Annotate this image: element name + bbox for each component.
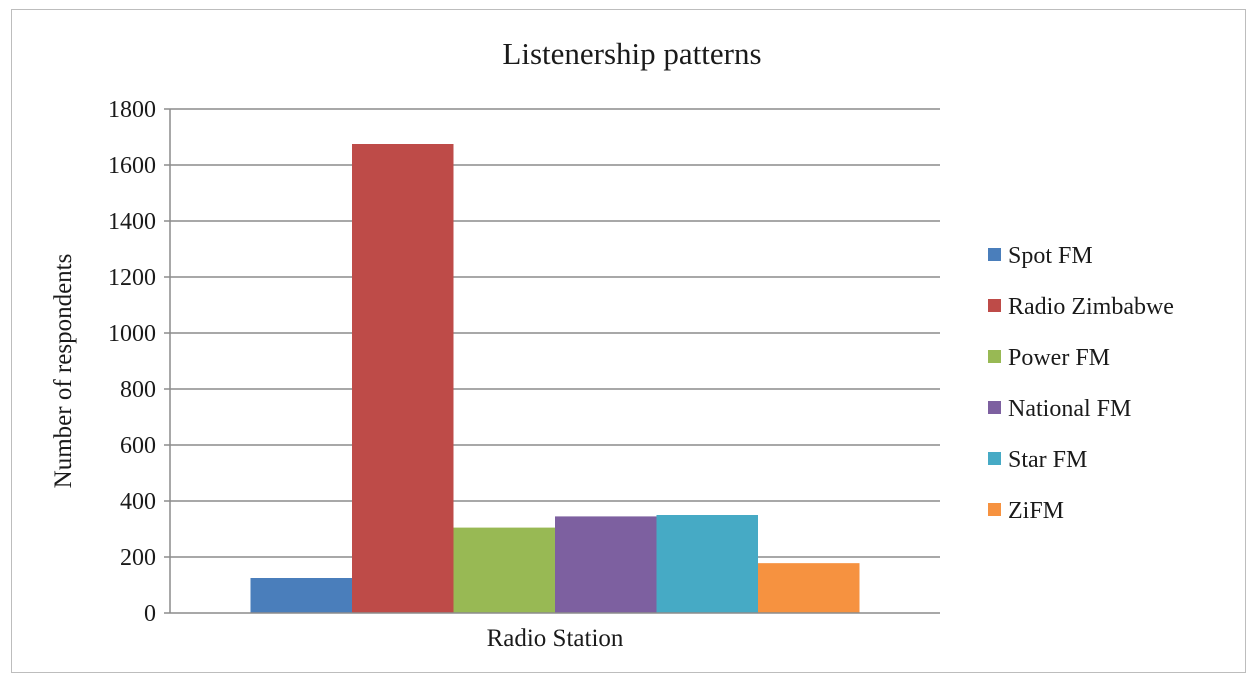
bar-power-fm bbox=[453, 527, 555, 613]
x-category-label: Radio Station bbox=[487, 625, 624, 652]
legend-label: National FM bbox=[1008, 396, 1131, 422]
bar-national-fm bbox=[555, 516, 657, 613]
y-tick-label: 400 bbox=[120, 489, 156, 515]
bar-spot-fm bbox=[250, 578, 352, 613]
y-tick-label: 1600 bbox=[108, 153, 156, 179]
legend-label: Spot FM bbox=[1008, 243, 1093, 269]
y-tick-label: 1200 bbox=[108, 265, 156, 291]
legend-swatch bbox=[988, 452, 1001, 465]
legend-label: Power FM bbox=[1008, 345, 1110, 371]
y-tick-label: 200 bbox=[120, 545, 156, 571]
chart-frame: Listenership patterns 0 200 400 600 800 1000 1… bbox=[11, 9, 1246, 673]
y-axis-label: Number of respondents bbox=[50, 254, 77, 489]
y-tick-label: 0 bbox=[144, 601, 156, 627]
y-tick-label: 800 bbox=[120, 377, 156, 403]
legend-swatch bbox=[988, 350, 1001, 363]
y-axis-ticks: 0 200 400 600 800 1000 1200 1400 1600 1800 bbox=[108, 97, 170, 627]
legend-swatch bbox=[988, 503, 1001, 516]
bar-radio-zimbabwe bbox=[352, 144, 454, 613]
legend-label: ZiFM bbox=[1008, 498, 1064, 524]
y-tick-label: 1000 bbox=[108, 321, 156, 347]
legend-swatch bbox=[988, 299, 1001, 312]
y-tick-label: 1800 bbox=[108, 97, 156, 123]
legend-label: Star FM bbox=[1008, 447, 1087, 473]
chart-title: Listenership patterns bbox=[502, 36, 761, 71]
y-tick-label: 600 bbox=[120, 433, 156, 459]
legend: Spot FM Radio Zimbabwe Power FM National FM… bbox=[988, 243, 1174, 524]
bars bbox=[250, 144, 860, 613]
bar-chart: Listenership patterns 0 200 400 600 800 1000 1… bbox=[50, 36, 1174, 652]
legend-label: Radio Zimbabwe bbox=[1008, 294, 1174, 320]
gridlines bbox=[170, 108, 940, 558]
legend-swatch bbox=[988, 401, 1001, 414]
bar-star-fm bbox=[656, 515, 758, 613]
y-tick-label: 1400 bbox=[108, 209, 156, 235]
bar-zifm bbox=[758, 563, 860, 613]
legend-swatch bbox=[988, 248, 1001, 261]
